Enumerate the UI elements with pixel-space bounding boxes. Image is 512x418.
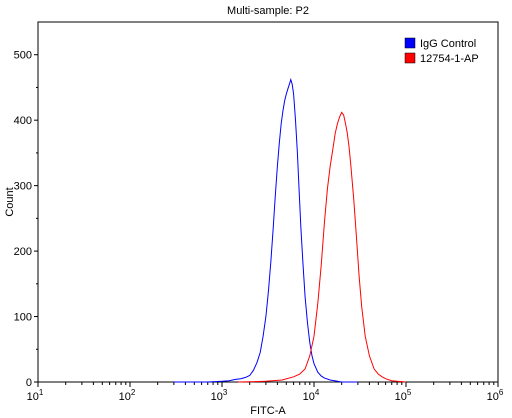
series-line-1: [238, 111, 407, 383]
legend-swatch-12754-1-ap: [404, 52, 416, 64]
legend-label-igg-control: IgG Control: [420, 38, 476, 50]
y-tick-label: 0: [26, 377, 32, 389]
y-axis-title: Count: [4, 187, 16, 216]
legend: IgG Control 12754-1-AP: [404, 37, 479, 65]
x-tick-label: 106: [487, 388, 504, 403]
y-tick-label: 400: [14, 115, 32, 127]
y-axis: 0 100 200 300 400 500: [14, 50, 38, 389]
legend-swatch-igg-control: [404, 37, 416, 49]
series-layer: [173, 77, 407, 383]
x-tick-label: 102: [119, 388, 136, 403]
chart-title: Multi-sample: P2: [227, 5, 309, 17]
x-tick-label: 104: [303, 388, 320, 403]
x-axis: 101 102 103 104 105 106: [27, 382, 504, 403]
x-tick-label: 105: [395, 388, 412, 403]
y-tick-label: 200: [14, 246, 32, 258]
legend-label-12754-1-ap: 12754-1-AP: [420, 53, 479, 65]
y-tick-label: 300: [14, 181, 32, 193]
series-line-0: [173, 77, 358, 383]
x-axis-title: FITC-A: [250, 405, 286, 417]
x-tick-label: 103: [211, 388, 228, 403]
x-tick-label: 101: [27, 388, 44, 403]
y-tick-label: 500: [14, 50, 32, 62]
plot-area: [37, 21, 499, 383]
y-tick-label: 100: [14, 312, 32, 324]
